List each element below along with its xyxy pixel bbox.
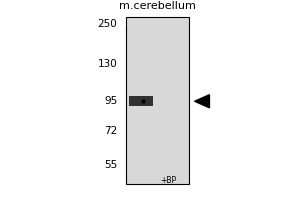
Text: 250: 250 xyxy=(98,19,117,29)
Bar xyxy=(126,17,189,184)
Text: 130: 130 xyxy=(98,59,117,69)
Text: 95: 95 xyxy=(104,96,117,106)
Text: 55: 55 xyxy=(104,160,117,170)
Text: +BP: +BP xyxy=(160,176,177,185)
Text: 72: 72 xyxy=(104,126,117,136)
Text: m.cerebellum: m.cerebellum xyxy=(119,1,196,11)
Polygon shape xyxy=(195,95,209,108)
Bar xyxy=(129,96,153,106)
